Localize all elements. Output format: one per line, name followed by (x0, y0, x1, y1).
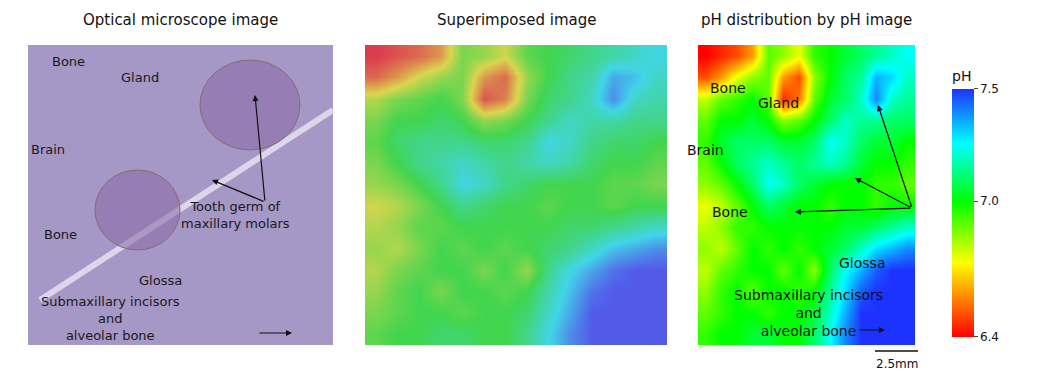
svg-text:Superimposed image: Superimposed image (437, 11, 596, 29)
svg-text:Brain: Brain (31, 142, 65, 157)
svg-text:Glossa: Glossa (139, 273, 182, 288)
svg-text:Bone: Bone (710, 80, 746, 96)
svg-text:Bone: Bone (44, 227, 77, 242)
svg-text:6.4: 6.4 (980, 330, 999, 344)
svg-text:Submaxillary incisorsandalveol: Submaxillary incisorsandalveolar bone (734, 287, 883, 339)
svg-text:Bone: Bone (52, 54, 85, 69)
svg-text:7.0: 7.0 (980, 194, 999, 208)
svg-text:7.5: 7.5 (980, 82, 999, 96)
svg-text:Gland: Gland (758, 95, 799, 111)
svg-text:pH: pH (952, 68, 971, 84)
svg-text:Gland: Gland (121, 70, 159, 85)
svg-text:Brain: Brain (687, 142, 724, 158)
svg-text:2.5mm: 2.5mm (876, 357, 918, 371)
svg-text:Submaxillary incisorsandalveol: Submaxillary incisorsandalveolar bone (41, 294, 180, 343)
svg-text:Bone: Bone (712, 204, 748, 220)
svg-text:Glossa: Glossa (839, 255, 885, 271)
svg-text:pH distribution by pH image: pH distribution by pH image (701, 11, 912, 29)
svg-text:Tooth germ ofmaxillary molars: Tooth germ ofmaxillary molars (181, 199, 290, 231)
svg-text:Optical microscope image: Optical microscope image (83, 11, 278, 29)
